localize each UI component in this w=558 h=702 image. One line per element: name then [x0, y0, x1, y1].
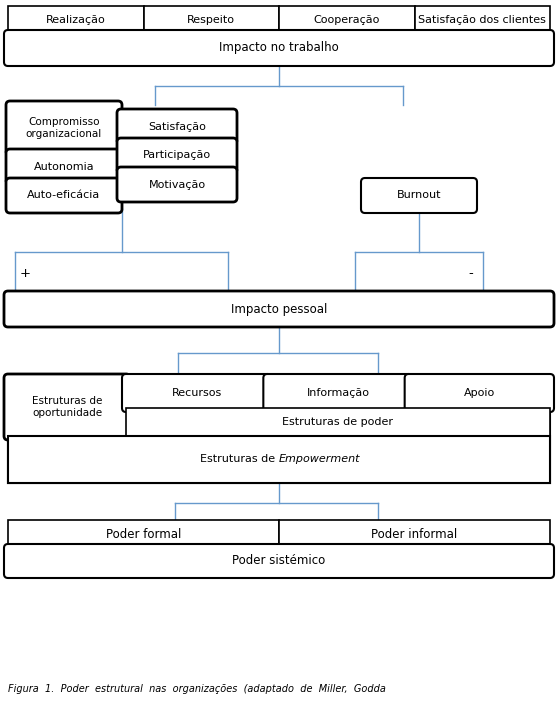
Text: Impacto pessoal: Impacto pessoal — [231, 303, 327, 315]
Text: Motivação: Motivação — [148, 180, 205, 190]
Text: Realização: Realização — [46, 15, 105, 25]
Text: Poder sistémico: Poder sistémico — [232, 555, 326, 567]
Bar — [279, 520, 550, 548]
Bar — [8, 378, 550, 483]
Text: Recursos: Recursos — [171, 388, 222, 398]
Text: Empowerment: Empowerment — [279, 454, 360, 465]
Text: Respeito: Respeito — [187, 15, 235, 25]
Text: Figura  1.  Poder  estrutural  nas  organizações  (adaptado  de  Miller,  Godda: Figura 1. Poder estrutural nas organizaç… — [8, 684, 386, 694]
Text: Auto-eficácia: Auto-eficácia — [27, 190, 100, 201]
Text: Informação: Informação — [306, 388, 369, 398]
FancyBboxPatch shape — [117, 138, 237, 173]
Text: Poder informal: Poder informal — [372, 527, 458, 541]
Text: Impacto no trabalho: Impacto no trabalho — [219, 41, 339, 55]
Bar — [143, 6, 279, 34]
FancyBboxPatch shape — [6, 178, 122, 213]
Text: Compromisso
organizacional: Compromisso organizacional — [26, 117, 102, 139]
Text: Estruturas de: Estruturas de — [200, 454, 279, 465]
Text: +: + — [20, 267, 31, 280]
Text: Autonomia: Autonomia — [33, 161, 94, 171]
Text: Estruturas de poder: Estruturas de poder — [282, 417, 393, 427]
FancyBboxPatch shape — [6, 149, 122, 184]
FancyBboxPatch shape — [4, 544, 554, 578]
FancyBboxPatch shape — [6, 101, 122, 155]
FancyBboxPatch shape — [4, 30, 554, 66]
Bar — [415, 6, 550, 34]
FancyBboxPatch shape — [117, 167, 237, 202]
Text: -: - — [469, 267, 473, 280]
Bar — [8, 436, 550, 483]
FancyBboxPatch shape — [4, 374, 130, 440]
Bar — [8, 520, 279, 548]
Bar — [126, 408, 550, 436]
FancyBboxPatch shape — [361, 178, 477, 213]
FancyBboxPatch shape — [405, 374, 554, 412]
Text: Satisfação: Satisfação — [148, 121, 206, 131]
Text: Estruturas de
oportunidade: Estruturas de oportunidade — [32, 396, 102, 418]
Text: Burnout: Burnout — [397, 190, 441, 201]
FancyBboxPatch shape — [263, 374, 413, 412]
Text: Satisfação dos clientes: Satisfação dos clientes — [418, 15, 546, 25]
FancyBboxPatch shape — [117, 109, 237, 144]
Text: Cooperação: Cooperação — [314, 15, 380, 25]
FancyBboxPatch shape — [122, 374, 271, 412]
Bar — [279, 6, 415, 34]
Text: Participação: Participação — [143, 150, 211, 161]
Text: Apoio: Apoio — [464, 388, 495, 398]
Bar — [8, 6, 143, 34]
FancyBboxPatch shape — [4, 291, 554, 327]
Text: Poder formal: Poder formal — [106, 527, 181, 541]
